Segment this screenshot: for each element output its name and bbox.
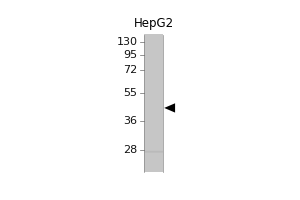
Polygon shape (164, 103, 175, 113)
Text: 72: 72 (123, 65, 137, 75)
Text: 95: 95 (123, 50, 137, 60)
Text: HepG2: HepG2 (134, 17, 174, 30)
Text: 55: 55 (124, 88, 137, 98)
Text: 130: 130 (116, 37, 137, 47)
Text: 28: 28 (123, 145, 137, 155)
Text: 36: 36 (124, 116, 137, 126)
